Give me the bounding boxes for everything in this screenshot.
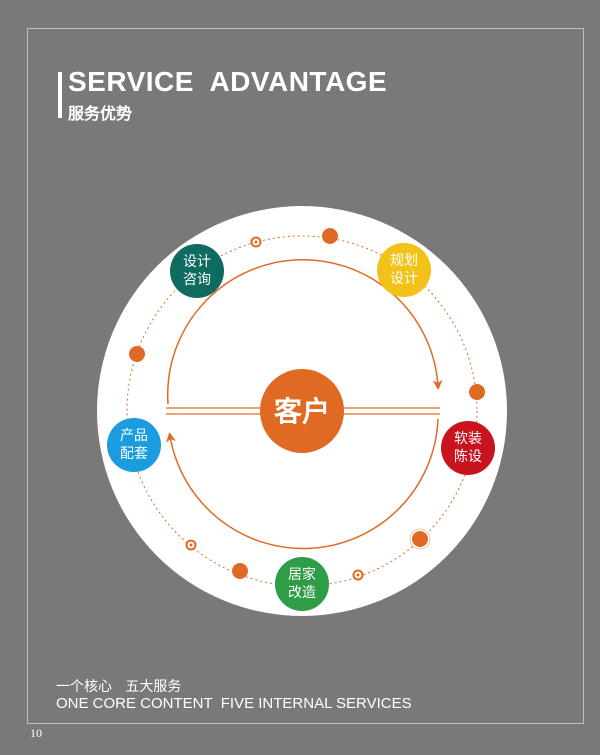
service-label-soft-decoration: 软装 陈设 [438,430,498,466]
node-planning-design [377,243,431,297]
center-node [260,369,344,453]
node-product-package [107,418,161,472]
service-label-line: 配套 [120,446,148,462]
orbit-dot [232,563,248,579]
orbit-dot [129,346,145,362]
footer-tagline-en: ONE CORE CONTENT FIVE INTERNAL SERVICES [56,695,412,712]
service-label-line: 产品 [120,428,148,444]
lower-arc-arrow [166,418,439,550]
service-label-line: 咨询 [183,272,211,288]
orbit-dot [356,573,360,577]
service-label-line: 陈设 [454,449,482,465]
title-accent-bar [58,72,62,118]
orbit-dot [412,531,428,547]
upper-arc-arrow [166,258,443,405]
service-label-planning-design: 规划 设计 [374,252,434,288]
page-frame [27,28,584,724]
page-subtitle: 服务优势 [68,104,133,123]
service-label-line: 设计 [183,254,211,270]
service-label-line: 规划 [390,253,418,269]
orbit-dot [322,228,338,244]
orbit-dot [189,543,193,547]
page-number: 10 [30,726,42,740]
node-design-consult [170,244,224,298]
orbit-dot [469,384,485,400]
service-label-line: 软装 [454,431,482,447]
center-label: 客户 [273,395,331,428]
orbit-dot [254,240,258,244]
service-label-design-consult: 设计 咨询 [167,253,227,289]
service-label-product-package: 产品 配套 [104,427,164,463]
node-soft-decoration [441,421,495,475]
page-title: SERVICE ADVANTAGE [68,66,388,97]
service-label-home-renovation: 居家 改造 [272,566,332,602]
footer-tagline-cn: 一个核心 五大服务 [56,679,182,695]
service-label-line: 居家 [288,567,316,583]
orbit-ring [126,235,478,587]
service-label-line: 设计 [390,271,418,287]
service-label-line: 改造 [288,585,316,601]
node-home-renovation [275,557,329,611]
